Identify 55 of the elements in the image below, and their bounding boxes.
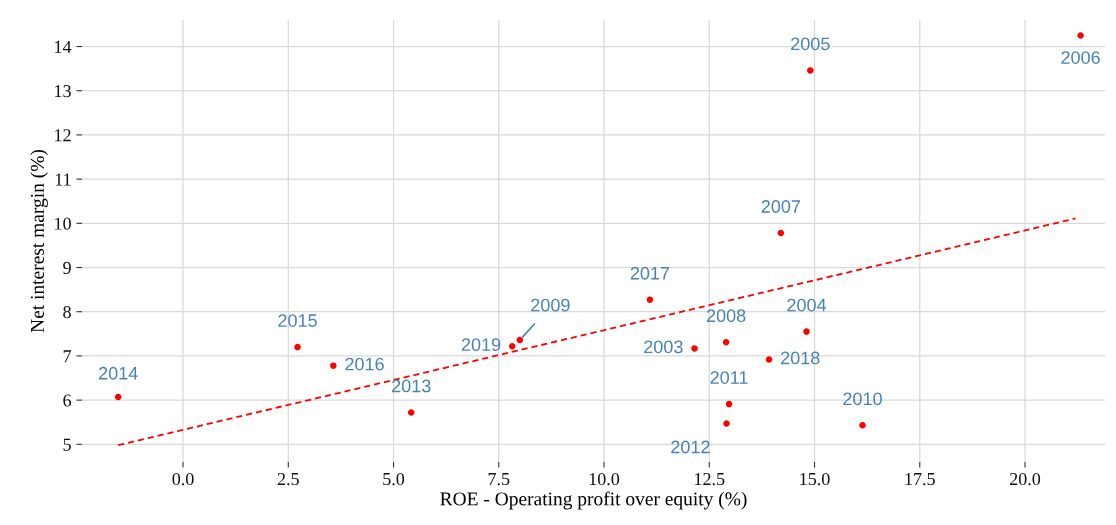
point <box>765 356 773 363</box>
annotation: 2017 <box>630 266 670 280</box>
point <box>330 362 337 369</box>
y-tick-label: 7 <box>63 350 72 363</box>
point <box>516 336 524 344</box>
y-tick-label: 12 <box>55 129 71 142</box>
y-tick-label: 9 <box>63 261 71 274</box>
annotation: 2018 <box>781 351 820 365</box>
x-tick-label: 15.0 <box>800 472 830 486</box>
annotation: 2011 <box>710 371 748 384</box>
point <box>294 343 301 351</box>
annotation: 2007 <box>761 200 801 213</box>
annotation: 2006 <box>1061 51 1100 64</box>
annotation: 2013 <box>392 379 431 393</box>
y-tick-label: 14 <box>55 40 72 53</box>
x-tick-label: 5.0 <box>383 472 405 486</box>
x-tick-label: 0.0 <box>172 472 194 486</box>
point <box>725 400 733 408</box>
x-tick-label: 10.0 <box>589 472 620 486</box>
point <box>691 345 698 352</box>
annotation: 2015 <box>278 314 317 327</box>
x-axis-title: ROE - Operating profit over equity (%) <box>440 491 747 510</box>
y-tick-label: 8 <box>63 305 71 319</box>
point <box>807 67 814 74</box>
y-tick-label: 11 <box>55 173 71 186</box>
annotation: 2010 <box>843 392 882 406</box>
annotation: 2012 <box>671 440 710 454</box>
annotation: 2016 <box>345 357 384 371</box>
x-tick-label: 17.5 <box>905 473 935 486</box>
point <box>803 328 810 335</box>
annotation: 2005 <box>791 37 830 51</box>
point <box>777 229 785 237</box>
point <box>722 338 730 346</box>
point <box>114 393 122 401</box>
annotation: 2004 <box>787 298 827 312</box>
x-tick-label: 12.5 <box>695 472 725 486</box>
y-tick-label: 5 <box>63 438 71 451</box>
point <box>646 296 654 304</box>
y-tick-label: 13 <box>55 85 71 98</box>
x-tick-label: 20.0 <box>1010 472 1041 486</box>
y-tick-label: 6 <box>63 394 72 407</box>
x-tick-label: 7.5 <box>488 473 510 486</box>
point <box>407 409 415 416</box>
y-axis-title: Net interest margin (%) <box>30 149 48 333</box>
annotation: 2014 <box>99 366 138 380</box>
annotation: 2019 <box>461 338 501 352</box>
point <box>723 420 730 427</box>
annotation: 2003 <box>644 340 683 354</box>
x-tick-label: 2.5 <box>277 472 299 486</box>
point <box>859 422 866 429</box>
annotation: 2008 <box>706 309 746 323</box>
y-tick-label: 10 <box>55 217 71 230</box>
annotation: 2009 <box>531 298 570 312</box>
point <box>508 342 516 350</box>
point <box>1077 32 1084 39</box>
